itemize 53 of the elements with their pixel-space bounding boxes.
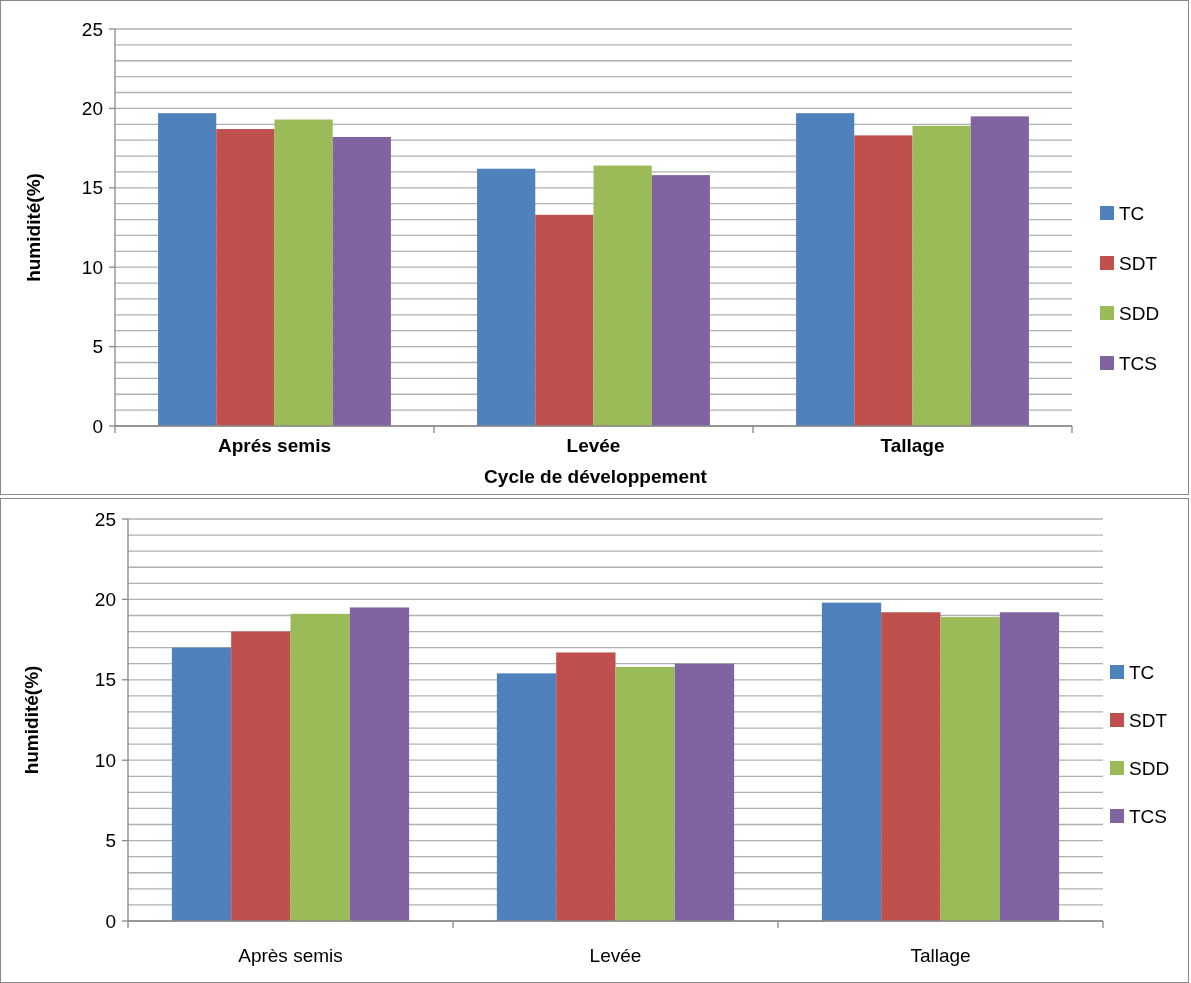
bar — [881, 612, 941, 921]
bar — [496, 673, 557, 921]
bar — [171, 647, 232, 921]
bar — [674, 663, 735, 921]
legend-label: SDD — [1119, 302, 1160, 324]
bar — [796, 113, 855, 426]
y-tick-label: 25 — [94, 508, 116, 530]
bar — [593, 165, 652, 426]
bar — [332, 136, 391, 426]
y-tick-label: 5 — [92, 336, 103, 358]
y-tick-label: 10 — [81, 256, 103, 278]
bar — [290, 613, 350, 921]
bar — [912, 125, 971, 426]
y-tick-label: 15 — [94, 669, 116, 691]
legend-label: TCS — [1129, 805, 1167, 827]
legend-label: SDT — [1129, 709, 1168, 731]
y-axis-title: humidité(%) — [21, 665, 42, 775]
y-tick-label: 5 — [105, 830, 116, 852]
bar — [556, 652, 616, 921]
x-tick-label: Tallage — [910, 945, 971, 966]
bar — [854, 135, 913, 426]
x-tick-label: Levée — [589, 945, 642, 966]
bar — [349, 607, 410, 921]
bar — [535, 214, 594, 426]
y-tick-label: 25 — [81, 18, 103, 40]
bar — [970, 116, 1029, 426]
legend-label: SDT — [1119, 252, 1158, 274]
bar — [821, 602, 882, 921]
legend-label: TCS — [1119, 352, 1157, 374]
y-tick-label: 10 — [94, 749, 116, 771]
bar — [615, 666, 675, 921]
bar — [216, 129, 275, 426]
x-tick-label: Après semis — [238, 945, 343, 966]
bar — [158, 113, 217, 426]
y-tick-label: 20 — [94, 589, 116, 611]
y-axis-title: humidité(%) — [23, 173, 44, 282]
y-tick-label: 20 — [81, 98, 103, 120]
bar — [940, 617, 1000, 921]
x-tick-label: Levée — [566, 435, 621, 456]
bar — [651, 175, 710, 426]
legend-label: TC — [1129, 661, 1155, 683]
y-tick-label: 0 — [105, 910, 116, 932]
x-tick-label: Aprés semis — [217, 435, 332, 456]
bar — [231, 631, 291, 921]
y-tick-label: 0 — [92, 415, 103, 437]
legend-label: TC — [1119, 202, 1145, 224]
bar — [999, 612, 1060, 921]
bar — [477, 168, 536, 426]
x-tick-label: Tallage — [880, 435, 945, 456]
bar — [274, 119, 333, 426]
x-axis-title: Cycle de développement — [484, 466, 708, 487]
legend-label: SDD — [1129, 757, 1170, 779]
y-tick-label: 15 — [81, 177, 103, 199]
